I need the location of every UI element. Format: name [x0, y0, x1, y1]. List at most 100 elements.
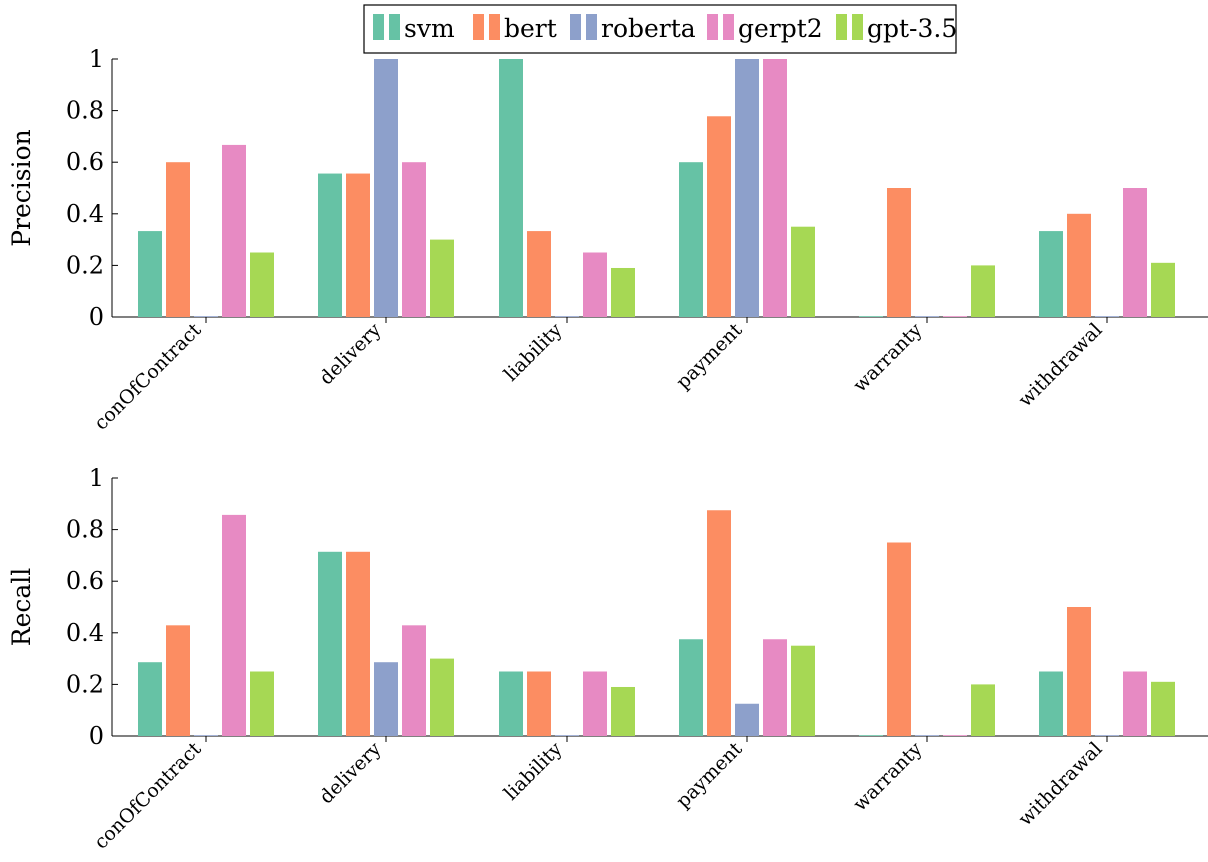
bar-bert-payment [707, 116, 731, 317]
bar-gerpt2-conOfContract [222, 514, 246, 736]
legend: svm bert roberta gerpt2 gpt-3.5 [363, 4, 957, 54]
y-tick-label: 0.4 [66, 200, 104, 228]
bar-svm-liability [499, 671, 523, 736]
x-tick-label: payment [672, 319, 747, 394]
bar-roberta-conOfContract [194, 316, 218, 317]
precision-panel: 0 0.2 0.4 0.6 0.8 1 Precision conOfContract deli… [7, 45, 1208, 435]
bar-gpt-3.5-warranty [971, 265, 995, 317]
y-tick-label: 0.8 [66, 97, 104, 125]
series-svm [138, 59, 1063, 317]
x-tick-label: conOfContract [90, 319, 206, 435]
y-tick-label: 0.2 [66, 670, 104, 698]
y-tick-label: 1 [89, 45, 104, 73]
bar-gpt-3.5-delivery [430, 658, 454, 736]
bar-gpt-3.5-withdrawal [1151, 681, 1175, 736]
bar-gpt-3.5-payment [791, 226, 815, 317]
y-tick-label: 0.4 [66, 619, 104, 647]
legend-swatch [723, 14, 734, 40]
bar-bert-liability [527, 231, 551, 317]
bar-gerpt2-liability [583, 671, 607, 736]
bar-gerpt2-warranty [943, 316, 967, 317]
bar-gerpt2-withdrawal [1123, 671, 1147, 736]
series-roberta [194, 59, 1119, 317]
series-bert [166, 116, 1091, 317]
bar-bert-withdrawal [1067, 213, 1091, 317]
recall-panel: 0 0.2 0.4 0.6 0.8 1 Recall conOfContract deliver… [7, 464, 1208, 854]
bar-roberta-withdrawal [1095, 735, 1119, 736]
bar-svm-withdrawal [1039, 671, 1063, 736]
legend-label: gerpt2 [738, 14, 823, 43]
x-tick-label: delivery [315, 738, 385, 808]
bar-svm-payment [679, 162, 703, 317]
bar-bert-conOfContract [166, 625, 190, 736]
bar-gpt-3.5-conOfContract [250, 252, 274, 317]
bar-bert-warranty [887, 188, 911, 317]
x-tick-label: withdrawal [1014, 738, 1106, 830]
legend-swatch [570, 14, 581, 40]
legend-swatch [489, 14, 500, 40]
series-gpt-3.5 [250, 226, 1175, 317]
legend-swatch [852, 14, 863, 40]
y-axis-label: Recall [7, 568, 36, 647]
bar-roberta-delivery [374, 59, 398, 317]
bar-svm-conOfContract [138, 662, 162, 736]
series-gerpt2 [222, 514, 1147, 736]
bar-svm-conOfContract [138, 231, 162, 317]
bar-bert-liability [527, 671, 551, 736]
bar-gpt-3.5-delivery [430, 239, 454, 317]
bar-svm-liability [499, 59, 523, 317]
bar-gpt-3.5-liability [611, 686, 635, 736]
legend-swatch [473, 14, 484, 40]
y-tick-label: 1 [89, 464, 104, 492]
bar-roberta-delivery [374, 662, 398, 736]
y-tick-label: 0.6 [66, 148, 104, 176]
legend-item-gerpt2: gerpt2 [707, 14, 823, 43]
bar-gpt-3.5-warranty [971, 684, 995, 736]
bar-roberta-liability [555, 316, 579, 317]
bar-gpt-3.5-conOfContract [250, 671, 274, 736]
y-tick-label: 0 [89, 303, 104, 331]
y-tick-label: 0.2 [66, 251, 104, 279]
bar-gerpt2-delivery [402, 625, 426, 736]
legend-label: bert [504, 14, 557, 43]
bar-bert-warranty [887, 542, 911, 736]
bar-gpt-3.5-withdrawal [1151, 262, 1175, 317]
legend-item-bert: bert [473, 14, 557, 43]
y-tick-label: 0.6 [66, 567, 104, 595]
bar-gerpt2-payment [763, 639, 787, 736]
x-tick-label: liability [500, 738, 567, 805]
series-gerpt2 [222, 59, 1147, 317]
bar-roberta-payment [735, 703, 759, 736]
bar-bert-delivery [346, 173, 370, 317]
x-tick-label: delivery [315, 319, 385, 389]
bar-roberta-conOfContract [194, 735, 218, 736]
bar-gpt-3.5-liability [611, 267, 635, 317]
series-gpt-3.5 [250, 645, 1175, 736]
bar-roberta-warranty [915, 316, 939, 317]
legend-swatch [707, 14, 718, 40]
bar-roberta-warranty [915, 735, 939, 736]
bar-svm-payment [679, 639, 703, 736]
bar-svm-warranty [859, 735, 883, 736]
series-roberta [194, 662, 1119, 736]
legend-item-gpt-3.5: gpt-3.5 [836, 14, 957, 43]
legend-label: svm [404, 14, 455, 43]
series-svm [138, 551, 1063, 736]
bar-gerpt2-warranty [943, 735, 967, 736]
bar-roberta-liability [555, 735, 579, 736]
legend-label: gpt-3.5 [867, 14, 957, 43]
bar-gerpt2-payment [763, 59, 787, 317]
series-bert [166, 510, 1091, 736]
bar-bert-withdrawal [1067, 607, 1091, 736]
x-tick-label: payment [672, 738, 747, 813]
bar-svm-warranty [859, 316, 883, 317]
y-axis-label: Precision [7, 129, 36, 247]
legend-label: roberta [601, 14, 696, 43]
bar-svm-delivery [318, 173, 342, 317]
bar-bert-payment [707, 510, 731, 736]
bar-bert-delivery [346, 551, 370, 736]
legend-swatch [836, 14, 847, 40]
bar-bert-conOfContract [166, 162, 190, 317]
legend-swatch [389, 14, 400, 40]
